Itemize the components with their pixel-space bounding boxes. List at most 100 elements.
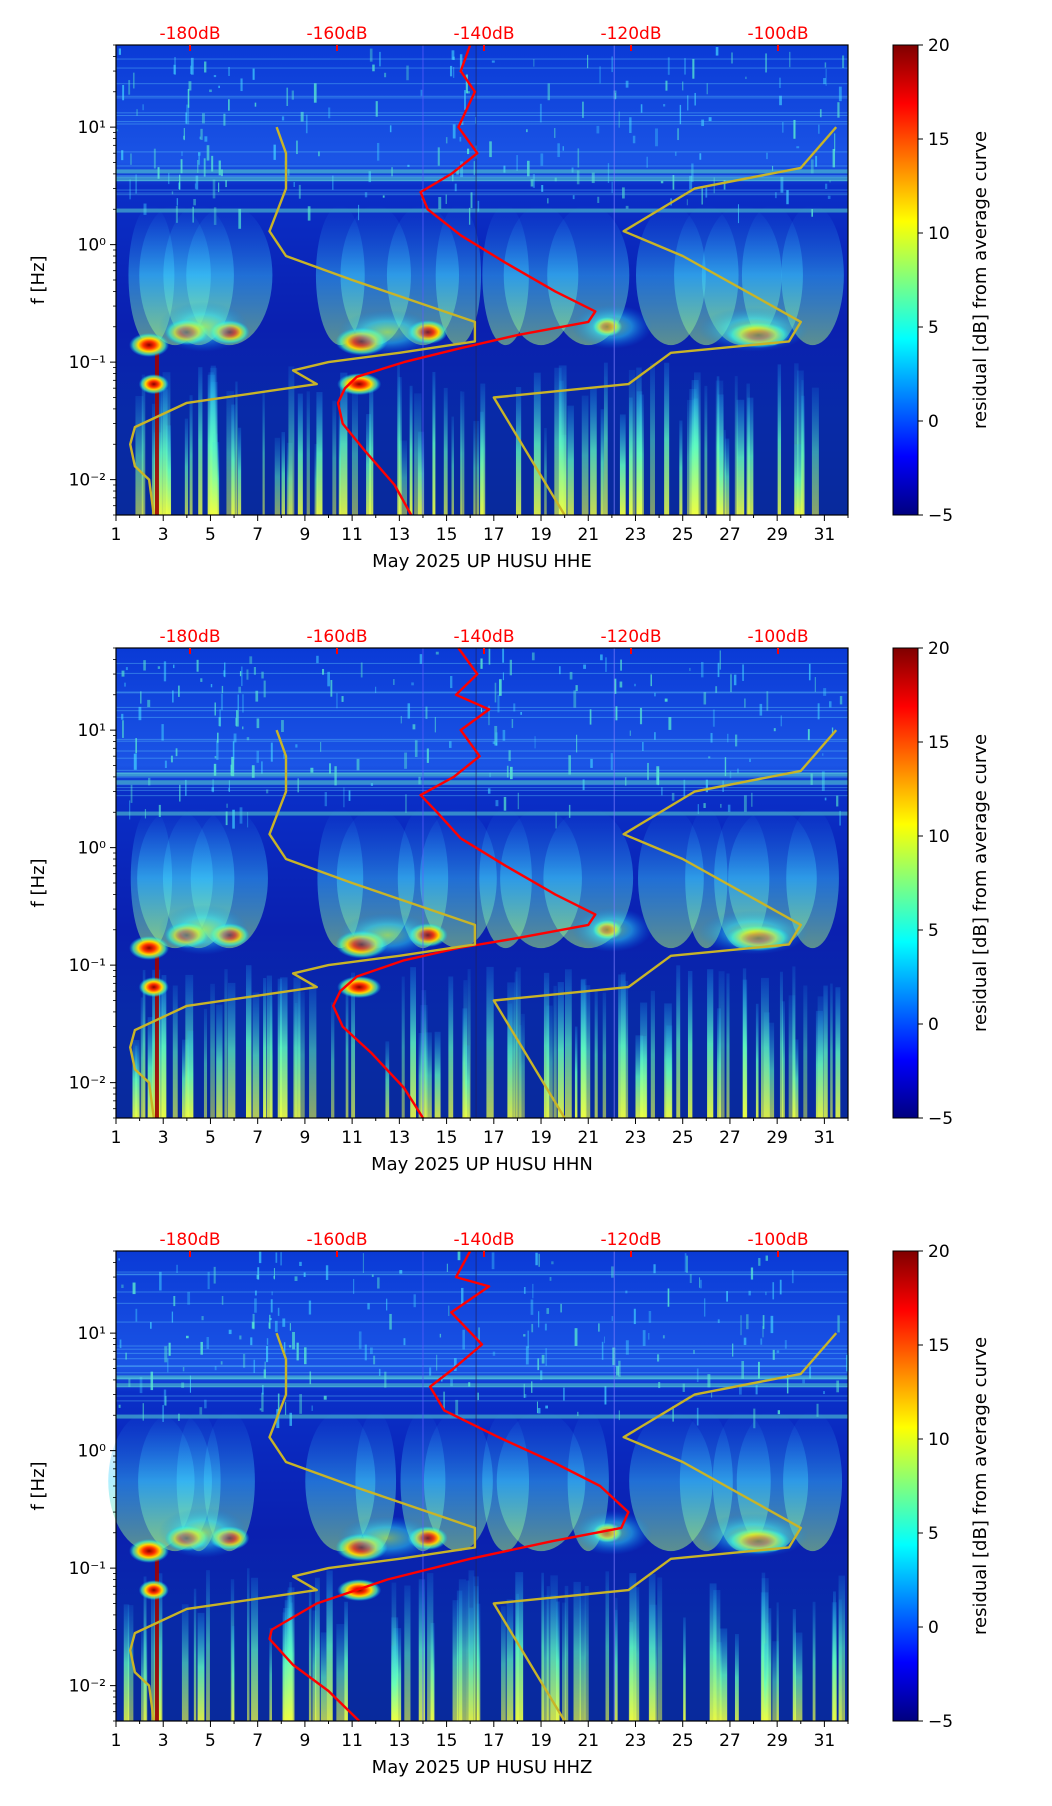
y-axis-label: f [Hz] [28,1461,49,1510]
colorbar-tick-label: 20 [928,639,950,659]
x-tick-label: 13 [389,1128,411,1148]
y-tick-label: 10⁰ [78,839,107,859]
colorbar-tick-label: −5 [928,506,953,526]
colorbar-label: residual [dB] from average curve [970,734,991,1032]
psd-red-curve [268,1250,630,1722]
x-tick-label: 5 [205,1128,216,1148]
noise-model-curve-1 [129,729,477,1119]
x-tick-label: 11 [341,525,363,545]
colorbar-tick-label: 5 [928,1524,939,1544]
x-tick-label: 3 [158,1731,169,1751]
y-tick-label: 10⁻¹ [69,353,106,373]
x-tick-label: 7 [252,1128,263,1148]
colorbar-tick-label: 15 [928,1336,950,1356]
x-tick-label: 21 [577,525,599,545]
top-axis-db-label: -120dB [600,627,661,647]
microseism-hotspots [129,301,809,396]
colorbar-tick-label: 10 [928,827,950,847]
x-tick-label: 23 [625,525,647,545]
colorbar-tick-label: −5 [928,1712,953,1732]
top-axis-db-label: -160dB [306,24,367,44]
x-tick-label: 17 [483,525,505,545]
x-tick-label: 15 [436,525,458,545]
y-tick-label: 10⁻² [69,1677,106,1697]
x-tick-label: 11 [341,1731,363,1751]
x-tick-label: 1 [111,525,122,545]
hf-noise [116,47,848,229]
microseism-hotspots [129,904,809,999]
y-tick-label: 10⁻² [69,1074,106,1094]
top-axis-db-label: -160dB [306,627,367,647]
x-tick-label: 25 [672,1731,694,1751]
x-tick-label: 19 [530,1731,552,1751]
x-tick-label: 29 [766,525,788,545]
y-tick-label: 10⁻² [69,471,106,491]
y-tick-label: 10⁻¹ [69,1559,106,1579]
x-tick-label: 23 [625,1128,647,1148]
colorbar-tick-label: 10 [928,224,950,244]
colorbar: −5 0 5 10 15 20 residual [dB] from average cur… [892,1242,991,1732]
colorbar-tick-label: 20 [928,36,950,56]
noise-model-curve-2 [492,729,838,1119]
hf-noise [116,648,848,829]
noise-model-curve-2 [492,126,838,516]
x-tick-label: 19 [530,525,552,545]
x-tick-label: 1 [111,1128,122,1148]
x-tick-label: 29 [766,1128,788,1148]
y-tick-label: 10¹ [78,1324,106,1344]
x-tick-label: 25 [672,1128,694,1148]
x-tick-label: 7 [252,525,263,545]
colorbar-tick-label: 0 [928,412,939,432]
colorbar-tick-label: −5 [928,1109,953,1129]
top-axis-db-label: -180dB [159,627,220,647]
x-tick-label: 15 [436,1128,458,1148]
x-tick-label: 1 [111,1731,122,1751]
x-tick-label: 29 [766,1731,788,1751]
noise-model-curve-1 [129,126,477,516]
microseism-hotspots [129,1507,809,1602]
x-tick-label: 9 [299,525,310,545]
colorbar-tick-label: 20 [928,1242,950,1262]
x-tick-label: 13 [389,525,411,545]
x-tick-label: 27 [719,1731,741,1751]
top-axis-db-label: -180dB [159,1230,220,1250]
top-axis-db-label: -100dB [747,627,808,647]
y-tick-label: 10¹ [78,118,106,138]
x-tick-label: 15 [436,1731,458,1751]
y-tick-label: 10⁰ [78,236,107,256]
colorbar-tick-label: 15 [928,130,950,150]
x-tick-label: 5 [205,525,216,545]
x-tick-label: 31 [814,1731,836,1751]
colorbar-tick-label: 5 [928,921,939,941]
y-axis-label: f [Hz] [28,858,49,907]
x-tick-label: 31 [814,1128,836,1148]
noise-model-curve-1 [129,1332,477,1722]
top-axis-db-label: -100dB [747,1230,808,1250]
colorbar-label: residual [dB] from average curve [970,1337,991,1635]
colorbar-tick-label: 5 [928,318,939,338]
x-tick-label: 3 [158,525,169,545]
x-tick-label: 17 [483,1128,505,1148]
x-tick-label: 21 [577,1731,599,1751]
colorbar-label: residual [dB] from average curve [970,131,991,429]
x-tick-label: 27 [719,1128,741,1148]
y-tick-label: 10¹ [78,721,106,741]
top-axis-db-label: -160dB [306,1230,367,1250]
y-tick-label: 10⁰ [78,1442,107,1462]
colorbar-tick-label: 0 [928,1618,939,1638]
x-axis-label: May 2025 UP HUSU HHE [372,551,592,572]
top-axis-db-label: -140dB [453,24,514,44]
x-tick-label: 9 [299,1128,310,1148]
low-frequency-stripes [132,955,841,1118]
top-axis-db-label: -180dB [159,24,220,44]
low-frequency-stripes [123,1558,846,1721]
x-tick-label: 23 [625,1731,647,1751]
top-axis-db-label: -100dB [747,24,808,44]
x-tick-label: 19 [530,1128,552,1148]
colorbar-tick-label: 15 [928,733,950,753]
x-tick-label: 17 [483,1731,505,1751]
x-tick-label: 21 [577,1128,599,1148]
